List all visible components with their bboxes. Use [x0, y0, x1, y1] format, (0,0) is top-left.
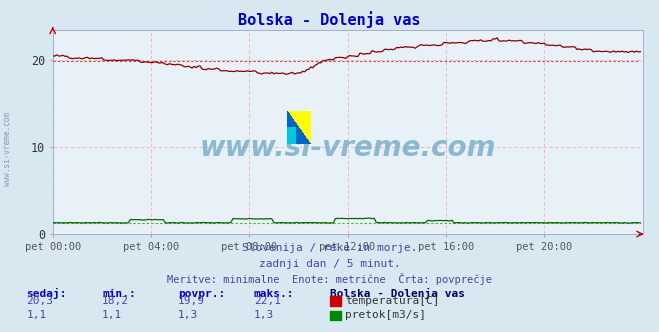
Text: www.si-vreme.com: www.si-vreme.com [3, 113, 13, 186]
Text: 1,1: 1,1 [26, 310, 47, 320]
Text: povpr.:: povpr.: [178, 289, 225, 299]
Text: sedaj:: sedaj: [26, 288, 67, 299]
Text: 18,2: 18,2 [102, 296, 129, 306]
Text: Meritve: minimalne  Enote: metrične  Črta: povprečje: Meritve: minimalne Enote: metrične Črta:… [167, 273, 492, 285]
Text: maks.:: maks.: [254, 289, 294, 299]
Text: pretok[m3/s]: pretok[m3/s] [345, 310, 426, 320]
Text: 1,3: 1,3 [178, 310, 198, 320]
Text: min.:: min.: [102, 289, 136, 299]
Text: 22,1: 22,1 [254, 296, 281, 306]
Text: Bolska - Dolenja vas: Bolska - Dolenja vas [330, 288, 465, 299]
Text: 19,9: 19,9 [178, 296, 205, 306]
Text: temperatura[C]: temperatura[C] [345, 296, 440, 306]
Text: 20,3: 20,3 [26, 296, 53, 306]
Text: www.si-vreme.com: www.si-vreme.com [200, 134, 496, 162]
Text: Bolska - Dolenja vas: Bolska - Dolenja vas [239, 12, 420, 29]
Text: Slovenija / reke in morje.: Slovenija / reke in morje. [242, 243, 417, 253]
Text: 1,3: 1,3 [254, 310, 274, 320]
Text: 1,1: 1,1 [102, 310, 123, 320]
Text: zadnji dan / 5 minut.: zadnji dan / 5 minut. [258, 259, 401, 269]
